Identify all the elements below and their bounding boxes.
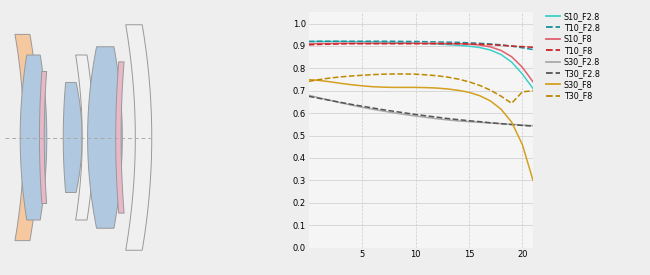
Polygon shape <box>125 25 151 250</box>
Legend: S10_F2.8, T10_F2.8, S10_F8, T10_F8, S30_F2.8, T30_F2.8, S30_F8, T30_F8: S10_F2.8, T10_F2.8, S10_F8, T10_F8, S30_… <box>546 12 600 101</box>
Polygon shape <box>63 82 82 192</box>
Polygon shape <box>75 55 94 220</box>
Polygon shape <box>15 34 39 241</box>
Polygon shape <box>40 72 47 204</box>
Polygon shape <box>88 47 122 228</box>
Polygon shape <box>20 55 47 220</box>
Polygon shape <box>116 62 124 213</box>
